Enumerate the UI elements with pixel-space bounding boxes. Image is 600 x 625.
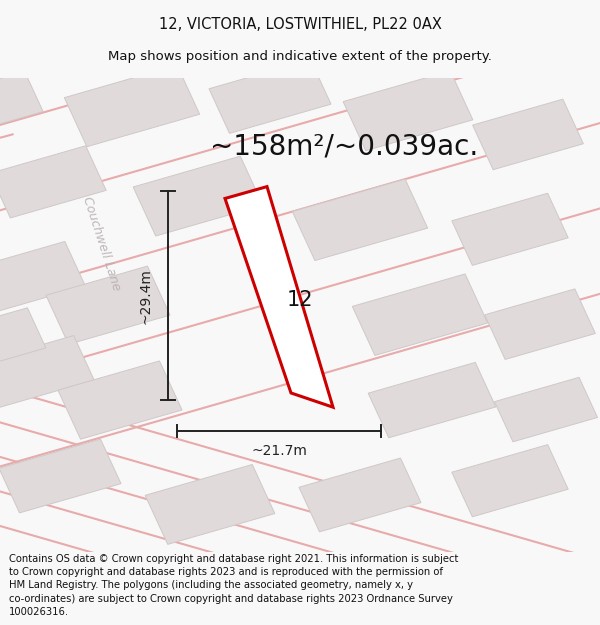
- Polygon shape: [299, 458, 421, 532]
- Text: ~21.7m: ~21.7m: [251, 444, 307, 458]
- Polygon shape: [0, 71, 43, 131]
- Polygon shape: [292, 179, 428, 261]
- Text: Map shows position and indicative extent of the property.: Map shows position and indicative extent…: [108, 51, 492, 63]
- Text: ~29.4m: ~29.4m: [138, 268, 152, 324]
- Polygon shape: [145, 464, 275, 544]
- Polygon shape: [452, 444, 568, 517]
- Polygon shape: [368, 362, 496, 438]
- Polygon shape: [0, 439, 121, 513]
- Text: 12: 12: [287, 291, 313, 311]
- Polygon shape: [352, 274, 488, 356]
- Polygon shape: [485, 289, 595, 359]
- Polygon shape: [0, 241, 85, 312]
- Text: ~158m²/~0.039ac.: ~158m²/~0.039ac.: [210, 132, 478, 160]
- Text: Contains OS data © Crown copyright and database right 2021. This information is : Contains OS data © Crown copyright and d…: [9, 554, 458, 617]
- Polygon shape: [473, 99, 583, 170]
- Text: 12, VICTORIA, LOSTWITHIEL, PL22 0AX: 12, VICTORIA, LOSTWITHIEL, PL22 0AX: [158, 17, 442, 32]
- Polygon shape: [209, 59, 331, 133]
- Polygon shape: [58, 361, 182, 439]
- Polygon shape: [46, 266, 170, 344]
- Polygon shape: [0, 146, 106, 218]
- Text: Couchwell Lane: Couchwell Lane: [80, 195, 124, 292]
- Polygon shape: [225, 187, 333, 408]
- Polygon shape: [0, 336, 94, 408]
- Polygon shape: [343, 71, 473, 151]
- Polygon shape: [0, 308, 46, 369]
- Polygon shape: [452, 193, 568, 266]
- Polygon shape: [64, 65, 200, 147]
- Polygon shape: [133, 156, 263, 236]
- Polygon shape: [494, 378, 598, 442]
